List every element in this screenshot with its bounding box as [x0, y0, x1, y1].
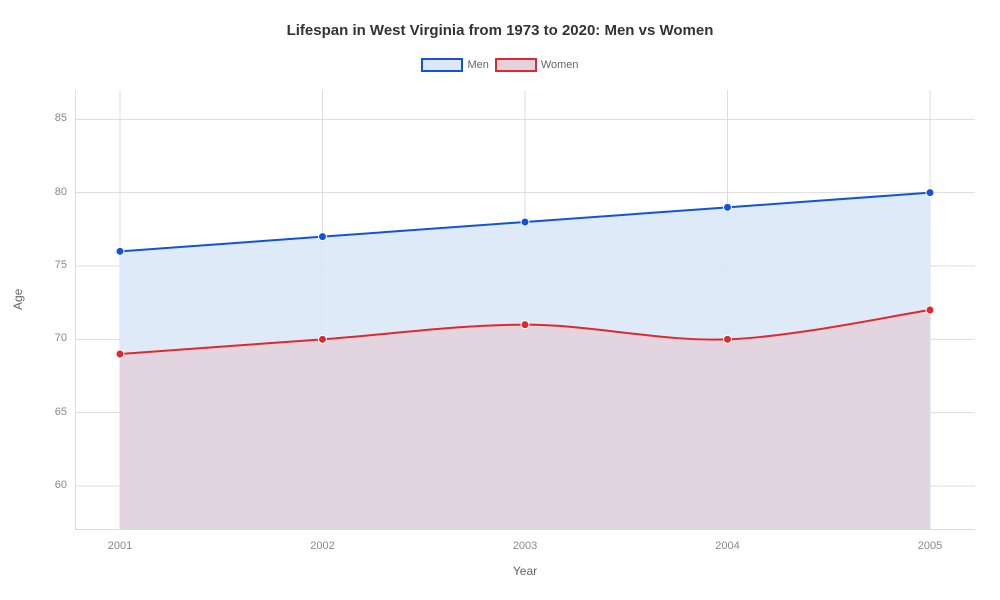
legend: Men Women: [0, 58, 1000, 72]
x-tick-label: 2005: [918, 540, 942, 552]
y-tick-label: 65: [55, 406, 67, 418]
x-tick-label: 2002: [310, 540, 334, 552]
legend-item-men[interactable]: Men: [421, 58, 488, 72]
data-point[interactable]: [724, 203, 732, 211]
plot-area: [75, 90, 975, 530]
y-tick-label: 70: [55, 332, 67, 344]
chart-title: Lifespan in West Virginia from 1973 to 2…: [0, 22, 1000, 39]
x-tick-label: 2004: [715, 540, 739, 552]
data-point[interactable]: [319, 335, 327, 343]
plot-svg: [75, 90, 975, 530]
x-tick-label: 2001: [108, 540, 132, 552]
data-point[interactable]: [724, 335, 732, 343]
data-point[interactable]: [521, 321, 529, 329]
chart-container: Lifespan in West Virginia from 1973 to 2…: [0, 0, 1000, 600]
data-point[interactable]: [116, 350, 124, 358]
y-tick-label: 85: [55, 112, 67, 124]
data-point[interactable]: [926, 306, 934, 314]
data-point[interactable]: [116, 247, 124, 255]
x-tick-label: 2003: [513, 540, 537, 552]
data-point[interactable]: [319, 233, 327, 241]
legend-swatch-men: [421, 58, 463, 72]
x-axis-label: Year: [513, 564, 537, 578]
y-tick-label: 80: [55, 186, 67, 198]
y-tick-label: 60: [55, 479, 67, 491]
legend-swatch-women: [495, 58, 537, 72]
y-axis-label: Age: [11, 289, 25, 310]
legend-label-men: Men: [467, 59, 488, 71]
legend-label-women: Women: [541, 59, 579, 71]
y-tick-label: 75: [55, 259, 67, 271]
data-point[interactable]: [926, 189, 934, 197]
legend-item-women[interactable]: Women: [495, 58, 579, 72]
data-point[interactable]: [521, 218, 529, 226]
